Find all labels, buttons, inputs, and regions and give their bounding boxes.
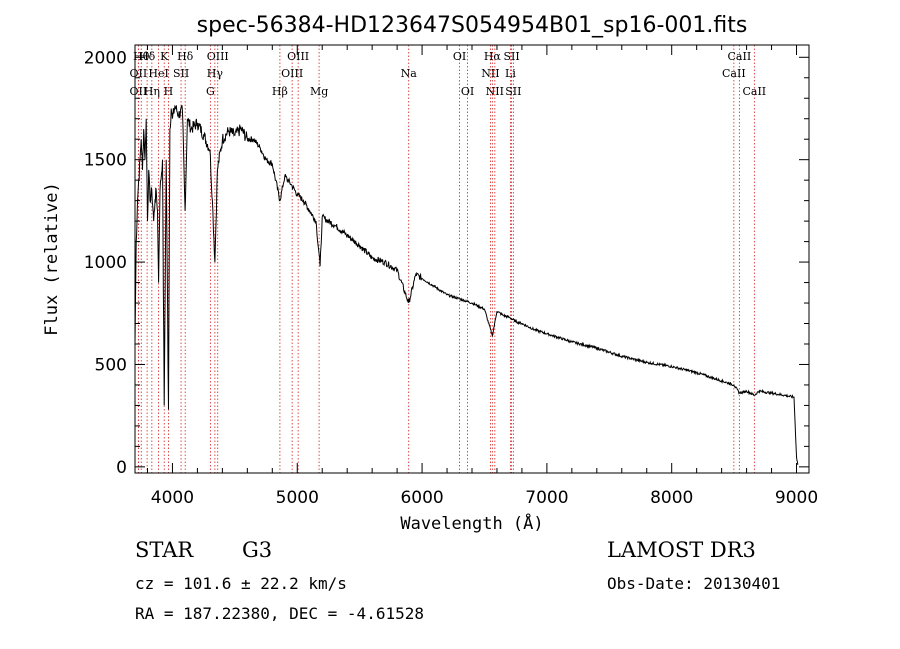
- spectral-line-label: OI: [461, 85, 474, 98]
- spectral-line-label: OIII: [281, 67, 303, 80]
- spectrum-series: [134, 104, 799, 465]
- y-axis-ticks: 0 500 1000 1500 2000: [84, 48, 809, 478]
- object-class: STAR: [135, 538, 194, 562]
- spectral-line-label: Hα: [484, 50, 502, 63]
- spectral-line-label: Hδ: [139, 50, 156, 63]
- spectral-line-label: OII: [130, 67, 148, 80]
- spectral-line-label: Hδ: [177, 50, 194, 63]
- spectrum-line: [134, 104, 799, 465]
- y-tick-label: 1500: [84, 151, 127, 171]
- spectral-line-label: HeI: [148, 67, 168, 80]
- x-tick-label: 6000: [400, 488, 443, 508]
- spectral-line-label: NII: [481, 67, 499, 80]
- spectral-line-label: SII: [505, 85, 521, 98]
- spectral-line-label: Hη: [144, 85, 160, 98]
- spectral-line-label: CaII: [728, 50, 752, 63]
- spectral-line-label: OIII: [207, 50, 229, 63]
- y-tick-label: 500: [95, 355, 127, 375]
- x-axis-ticks: 4000 5000 6000 7000 8000 9000: [146, 45, 818, 508]
- spectral-line-label: Hθ: [133, 50, 150, 63]
- redshift-text: cz = 101.6 ± 22.2 km/s: [135, 574, 347, 593]
- spectral-line-label: OII: [130, 85, 148, 98]
- x-tick-label: 4000: [151, 488, 194, 508]
- spectral-line-label: Li: [505, 67, 516, 80]
- coordinates-text: RA = 187.22380, DEC = -4.61528: [135, 604, 424, 623]
- spectral-line-label: G: [206, 85, 215, 98]
- spectral-line-label: NII: [486, 85, 504, 98]
- spectral-line-label: Hγ: [207, 67, 224, 80]
- spectral-line-label: Hβ: [272, 85, 288, 98]
- spectral-line-label: CaII: [722, 67, 746, 80]
- x-tick-label: 9000: [775, 488, 818, 508]
- y-tick-label: 1000: [84, 253, 127, 273]
- spectral-line-markers: [137, 45, 755, 473]
- spectral-line-label: Na: [401, 67, 418, 80]
- spectral-line-label: Mg: [310, 85, 328, 98]
- x-tick-label: 5000: [276, 488, 319, 508]
- survey-name: LAMOST DR3: [607, 538, 756, 562]
- x-tick-label: 7000: [525, 488, 568, 508]
- y-tick-label: 2000: [84, 48, 127, 68]
- spectral-line-label: CaII: [742, 85, 766, 98]
- y-tick-label: 0: [116, 458, 127, 478]
- spectral-line-label: SII: [503, 50, 519, 63]
- spectral-line-label: OIII: [287, 50, 309, 63]
- y-axis-label: Flux (relative): [42, 182, 62, 336]
- object-subclass: G3: [242, 538, 273, 562]
- plot-frame: [134, 44, 810, 474]
- spectral-line-label: SII: [173, 67, 189, 80]
- x-tick-label: 8000: [650, 488, 693, 508]
- spectral-line-label: H: [164, 85, 174, 98]
- chart-title: spec-56384-HD123647S054954B01_sp16-001.f…: [197, 13, 748, 38]
- spectral-line-label: OI: [453, 50, 466, 63]
- obs-date-text: Obs-Date: 20130401: [607, 574, 781, 593]
- x-axis-label: Wavelength (Å): [400, 512, 543, 534]
- spectral-line-label: K: [160, 50, 169, 63]
